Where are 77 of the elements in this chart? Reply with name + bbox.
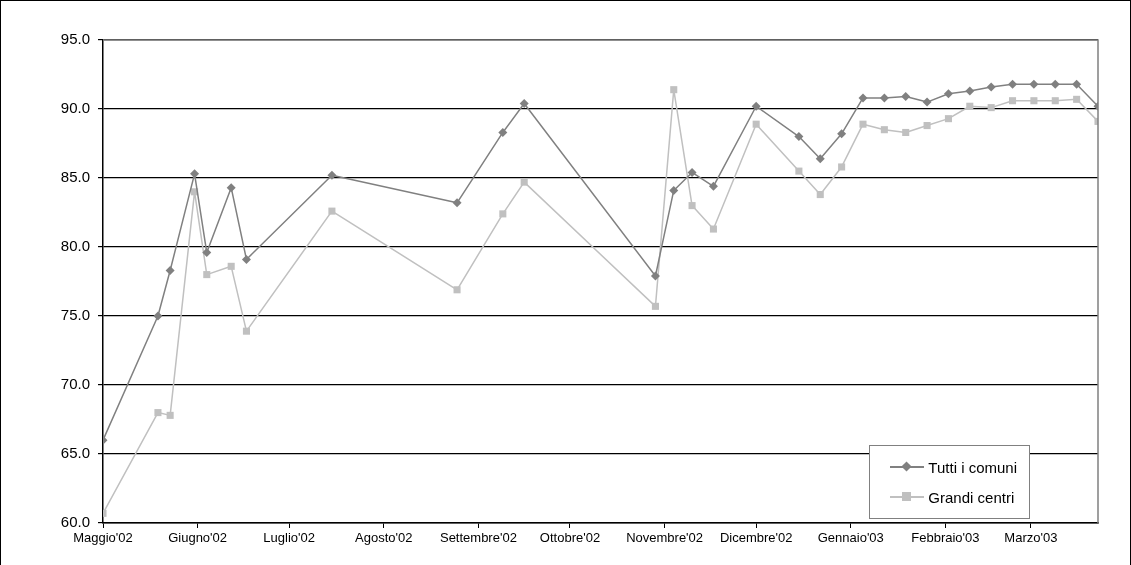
point: [858, 93, 868, 103]
point: [943, 89, 953, 99]
x-tick-label: Luglio'02: [263, 530, 315, 546]
y-tick-label: 85.0: [60, 168, 90, 186]
point: [965, 86, 975, 96]
point: [670, 86, 678, 94]
point: [966, 102, 974, 110]
x-tick-label: Ottobre'02: [539, 530, 601, 546]
x-tick-label: Giugno'02: [168, 530, 228, 546]
point: [452, 198, 462, 208]
point: [1072, 79, 1082, 89]
point: [838, 163, 846, 171]
point: [166, 411, 174, 419]
point: [1030, 97, 1038, 105]
point: [453, 286, 461, 294]
point: [498, 127, 508, 137]
point: [879, 93, 889, 103]
point: [751, 101, 761, 111]
point: [499, 210, 507, 218]
x-tick-label: Maggio'02: [73, 530, 133, 546]
point: [902, 128, 910, 136]
point: [202, 248, 212, 258]
point: [242, 327, 250, 335]
point: [1073, 95, 1081, 103]
point: [1008, 79, 1018, 89]
point: [987, 104, 995, 112]
x-tick-label: Marzo'03: [1004, 530, 1058, 546]
point: [651, 302, 659, 310]
point: [815, 154, 825, 164]
x-tick-label: Settembre'02: [439, 530, 517, 546]
y-tick-label: 90.0: [60, 99, 90, 117]
legend-label: Grandi centri: [928, 488, 1015, 506]
point: [1009, 97, 1017, 105]
y-tick-label: 65.0: [60, 444, 90, 462]
point: [687, 167, 697, 177]
x-tick-label: Novembre'02: [626, 530, 704, 546]
point: [241, 254, 251, 264]
point: [328, 207, 336, 215]
point: [669, 185, 679, 195]
y-tick-label: 60.0: [60, 513, 90, 531]
x-tick-label: Febbraio'03: [911, 530, 980, 546]
point: [901, 92, 911, 102]
point: [923, 122, 931, 130]
point: [752, 120, 760, 128]
point: [227, 262, 235, 270]
point: [816, 191, 824, 199]
point: [837, 129, 847, 139]
y-tick-label: 75.0: [60, 306, 90, 324]
point: [519, 98, 529, 108]
point: [154, 409, 162, 417]
point: [327, 170, 337, 180]
legend-label: Tutti i comuni: [928, 458, 1017, 476]
point: [709, 225, 717, 233]
point: [1051, 97, 1059, 105]
point: [986, 82, 996, 92]
point: [153, 311, 163, 321]
y-tick-label: 95.0: [60, 30, 90, 48]
x-tick-label: Dicembre'02: [719, 530, 793, 546]
point: [922, 97, 932, 107]
point: [203, 271, 211, 279]
y-tick-label: 70.0: [60, 375, 90, 393]
x-tick-label: Gennaio'03: [817, 530, 884, 546]
point: [794, 132, 804, 142]
x-tick-label: Agosto'02: [355, 530, 413, 546]
y-tick-label: 80.0: [60, 237, 90, 255]
point: [859, 120, 867, 128]
point: [708, 181, 718, 191]
point: [1050, 79, 1060, 89]
point: [944, 115, 952, 123]
point: [650, 271, 660, 281]
point: [165, 265, 175, 275]
point: [688, 202, 696, 210]
point: [880, 126, 888, 134]
point: [1029, 79, 1039, 89]
point: [226, 183, 236, 193]
point: [520, 178, 528, 186]
point: [795, 167, 803, 175]
